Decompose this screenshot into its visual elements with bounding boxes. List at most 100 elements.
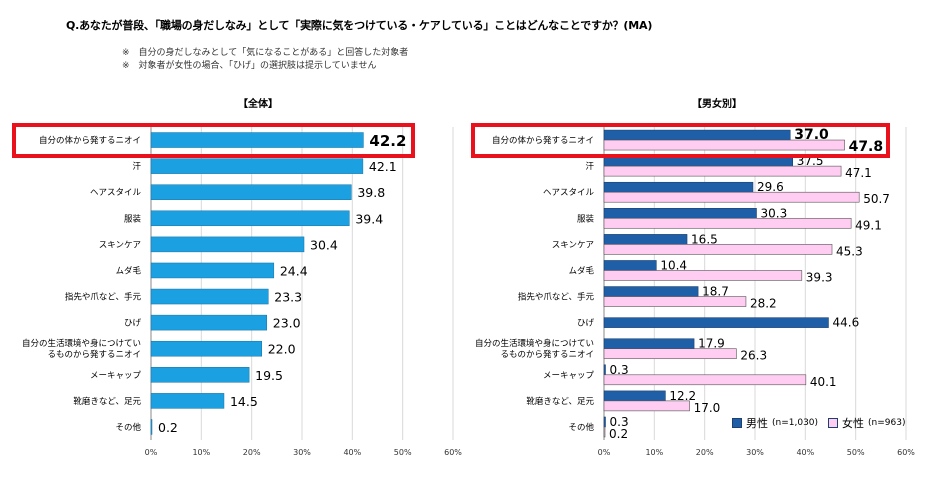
overall-category-label: その他	[115, 422, 141, 433]
note-2: ※ 対象者が女性の場合、「ひげ」の選択肢は提示していません	[122, 61, 377, 71]
overall-chart-title: 【全体】	[238, 99, 278, 110]
overall-category-label: 自分の体から発するニオイ	[39, 135, 141, 146]
overall-bar	[150, 132, 364, 148]
overall-value-label: 23.0	[273, 316, 301, 331]
male-bar	[603, 234, 688, 245]
overall-tick-label: 10%	[192, 448, 210, 457]
gender-category-label: 服装	[577, 213, 595, 224]
overall-bar	[150, 340, 262, 357]
overall-value-label: 24.4	[280, 263, 308, 278]
overall-category-label: ヘアスタイル	[90, 188, 142, 198]
overall-value-label: 19.5	[255, 368, 283, 383]
note-1: ※ 自分の身だしなみとして「気になることがある」と回答した対象者	[122, 48, 409, 58]
gender-category-label: 自分の生活環境や身につけてい	[475, 338, 594, 349]
overall-bar	[150, 393, 225, 409]
overall-tick-label: 60%	[444, 448, 462, 457]
male-value-label: 29.6	[757, 180, 784, 194]
legend: 男性 (n=1,030) 女性 (n=963)	[732, 415, 906, 431]
legend-female-swatch	[828, 418, 839, 428]
overall-value-label: 39.4	[355, 211, 383, 226]
overall-category-label: 服装	[124, 213, 142, 224]
overall-value-label: 14.5	[230, 394, 258, 409]
overall-category-label: 靴磨きなど、足元	[73, 396, 141, 407]
female-value-label: 39.3	[806, 270, 833, 284]
female-value-label: 26.3	[740, 349, 767, 363]
male-bar	[603, 286, 699, 297]
male-bar	[603, 317, 829, 328]
female-value-label: 47.8	[849, 139, 884, 155]
overall-value-label: 0.2	[158, 420, 178, 435]
female-bar	[603, 400, 690, 412]
male-value-label: 12.2	[669, 389, 696, 403]
female-value-label: 50.7	[863, 192, 890, 206]
female-value-label: 47.1	[845, 166, 872, 180]
gender-category-label: ひげ	[577, 319, 595, 329]
overall-value-label: 30.4	[310, 237, 338, 252]
female-bar	[603, 217, 852, 229]
gender-category-label: その他	[568, 422, 594, 433]
female-bar	[603, 191, 860, 203]
male-bar	[603, 338, 695, 349]
male-value-label: 44.6	[832, 316, 859, 330]
overall-bar	[150, 288, 269, 305]
overall-tick-label: 0%	[145, 448, 158, 457]
overall-bar	[150, 236, 305, 253]
overall-category-label: 自分の生活環境や身につけてい	[22, 338, 141, 349]
male-value-label: 37.0	[794, 127, 829, 143]
male-bar	[603, 260, 657, 271]
female-value-label: 0.2	[609, 427, 628, 441]
female-bar	[603, 348, 737, 360]
legend-female-name: 女性	[842, 417, 865, 430]
overall-category-label: ムダ毛	[115, 265, 141, 276]
overall-category-label: スキンケア	[99, 240, 141, 250]
female-value-label: 49.1	[855, 218, 882, 232]
male-value-label: 18.7	[702, 285, 729, 299]
legend-male-n: (n=1,030)	[772, 418, 819, 428]
overall-category-label: メーキャップ	[90, 371, 142, 381]
gender-highlight-box	[471, 123, 890, 158]
legend-male-name: 男性	[746, 417, 768, 430]
female-value-label: 17.0	[694, 401, 721, 415]
female-value-label: 40.1	[810, 375, 837, 389]
gender-tick-label: 50%	[847, 448, 865, 457]
overall-value-label: 22.0	[268, 342, 296, 357]
overall-value-label: 23.3	[274, 290, 302, 305]
female-bar	[603, 374, 807, 386]
gender-tick-label: 40%	[796, 448, 814, 457]
page-title: Q.あなたが普段、「職場の身だしなみ」として「実際に気をつけている・ケアしている…	[66, 19, 653, 32]
overall-tick-label: 20%	[243, 448, 261, 457]
female-bar	[603, 165, 842, 177]
gender-category-label: ムダ毛	[568, 265, 594, 276]
male-bar	[603, 390, 666, 402]
overall-bar	[150, 262, 275, 279]
male-bar	[603, 416, 606, 428]
overall-value-label: 42.2	[369, 132, 406, 150]
gender-category-label: るものから発するニオイ	[500, 350, 594, 360]
male-value-label: 0.3	[610, 415, 629, 429]
female-bar	[603, 426, 606, 438]
gender-category-label: スキンケア	[552, 240, 594, 250]
female-bar	[603, 270, 803, 281]
female-bar	[603, 139, 845, 151]
gender-category-label: ヘアスタイル	[543, 188, 595, 198]
gender-category-label: 自分の体から発するニオイ	[492, 135, 594, 146]
overall-bar	[150, 367, 250, 383]
overall-tick-label: 30%	[293, 448, 311, 457]
female-value-label: 45.3	[836, 244, 863, 258]
female-bar	[603, 244, 833, 255]
gender-category-label: 指先や爪など、手元	[518, 292, 595, 303]
male-value-label: 10.4	[660, 258, 687, 272]
male-bar	[603, 129, 791, 141]
gender-chart-title: 【男女別】	[692, 99, 742, 110]
male-bar	[603, 364, 606, 376]
overall-category-label: 汗	[132, 161, 141, 172]
overall-tick-label: 50%	[394, 448, 412, 457]
overall-bar	[150, 184, 352, 200]
overall-category-label: るものから発するニオイ	[47, 350, 141, 360]
overall-bar	[150, 158, 364, 174]
male-bar	[603, 181, 754, 193]
female-value-label: 28.2	[750, 297, 777, 311]
gender-tick-label: 30%	[746, 448, 764, 457]
gender-tick-label: 60%	[897, 448, 915, 457]
gender-category-label: 汗	[585, 161, 594, 172]
